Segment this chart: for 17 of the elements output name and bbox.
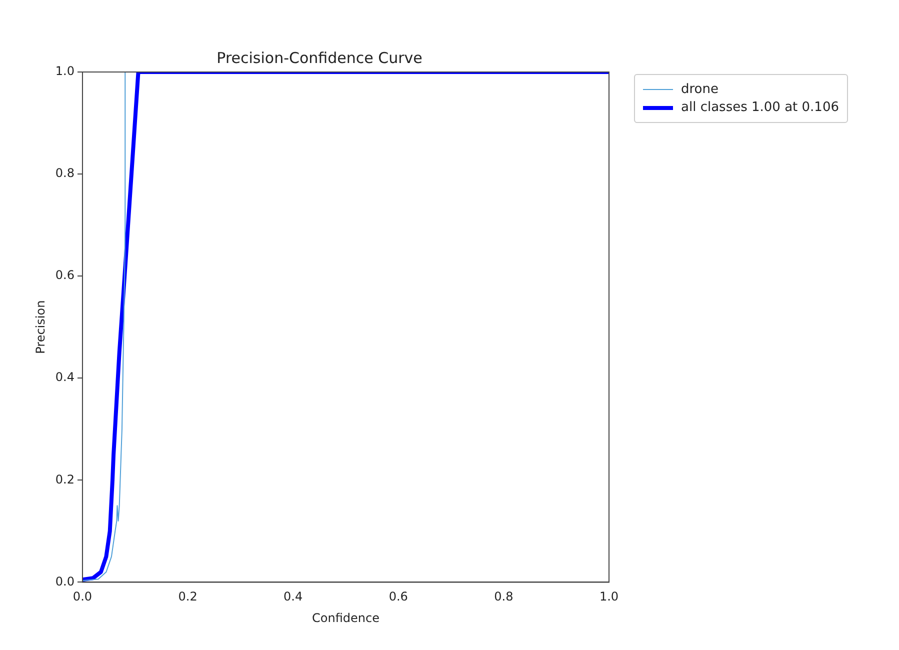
- y-tick-label: 0.0: [55, 574, 74, 588]
- x-tick-label: 0.2: [178, 590, 198, 604]
- y-axis-title: Precision: [33, 300, 48, 354]
- chart-title: Precision-Confidence Curve: [216, 48, 422, 67]
- x-tick-label: 0.8: [494, 590, 514, 604]
- y-tick-label: 1.0: [55, 64, 74, 78]
- y-tick-label: 0.8: [55, 166, 74, 180]
- x-tick-label: 0.4: [284, 590, 303, 604]
- x-axis-title: Confidence: [312, 610, 380, 625]
- y-tick-label: 0.2: [55, 472, 74, 486]
- legend-label: drone: [681, 82, 719, 97]
- x-tick-label: 0.0: [72, 590, 92, 604]
- x-tick-label: 1.0: [599, 590, 619, 604]
- x-tick-label: 0.6: [388, 590, 408, 604]
- y-tick-label: 0.6: [55, 268, 74, 282]
- legend-label: all classes 1.00 at 0.106: [681, 100, 839, 115]
- y-tick-label: 0.4: [55, 370, 74, 384]
